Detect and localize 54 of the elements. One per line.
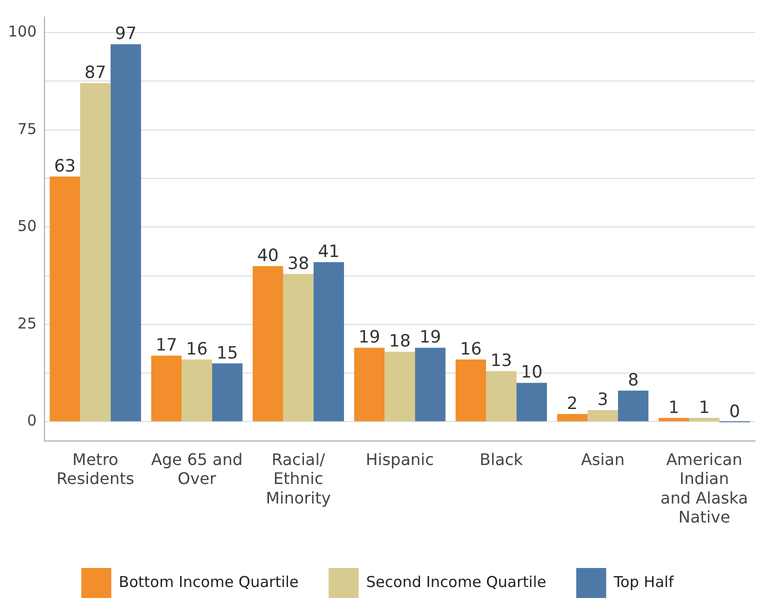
bar xyxy=(314,262,344,422)
data-label: 19 xyxy=(358,328,380,348)
data-label: 2 xyxy=(566,394,578,414)
bar xyxy=(516,382,547,422)
bar xyxy=(252,266,284,422)
legend-label: Second Income Quartile xyxy=(366,572,546,591)
bar xyxy=(456,359,486,422)
data-label: 40 xyxy=(257,246,279,266)
data-label: 0 xyxy=(729,402,740,422)
data-label: 3 xyxy=(597,390,608,410)
x-tick-label: American Indian and Alaska Native xyxy=(660,450,748,527)
y-tick-label: 0 xyxy=(27,412,37,430)
data-label: 1 xyxy=(668,398,680,418)
x-tick-label: Hispanic xyxy=(366,450,434,469)
bar xyxy=(182,359,212,422)
data-label: 38 xyxy=(288,254,310,274)
bar xyxy=(557,414,588,422)
data-label: 87 xyxy=(84,63,106,84)
y-tick-label: 25 xyxy=(18,314,37,332)
y-tick-label: 100 xyxy=(8,22,37,40)
bar xyxy=(588,410,618,422)
data-label: 13 xyxy=(490,351,512,372)
data-label: 15 xyxy=(216,343,238,364)
bar xyxy=(283,274,314,422)
data-label: 1 xyxy=(698,398,710,418)
bar xyxy=(50,176,80,422)
bar xyxy=(151,356,182,422)
data-label: 97 xyxy=(114,24,137,44)
x-tick-label: Age 65 and Over xyxy=(151,450,243,488)
bar xyxy=(415,348,446,422)
legend-label: Bottom Income Quartile xyxy=(118,572,299,591)
x-tick-label: Black xyxy=(480,450,524,469)
legend-label: Top Half xyxy=(612,572,674,591)
bar xyxy=(212,363,243,422)
bar xyxy=(384,352,416,422)
x-tick-label: Asian xyxy=(580,450,625,469)
x-tick-label: Racial/ Ethnic Minority xyxy=(266,450,331,508)
data-label: 63 xyxy=(54,156,76,176)
y-tick-label: 75 xyxy=(18,120,37,138)
data-label: 16 xyxy=(186,339,208,360)
data-label: 19 xyxy=(419,328,442,348)
bar xyxy=(618,390,648,422)
data-label: 10 xyxy=(520,362,543,383)
data-label: 17 xyxy=(156,336,178,356)
data-label: 8 xyxy=(628,370,639,391)
y-tick-label: 50 xyxy=(18,217,37,236)
bar xyxy=(110,44,142,422)
data-label: 16 xyxy=(460,339,482,360)
bar xyxy=(486,371,517,422)
bar xyxy=(80,83,111,422)
bar xyxy=(354,348,385,422)
data-label: 18 xyxy=(388,332,411,352)
x-tick-label: Metro Residents xyxy=(56,450,134,488)
data-label: 41 xyxy=(318,242,340,262)
